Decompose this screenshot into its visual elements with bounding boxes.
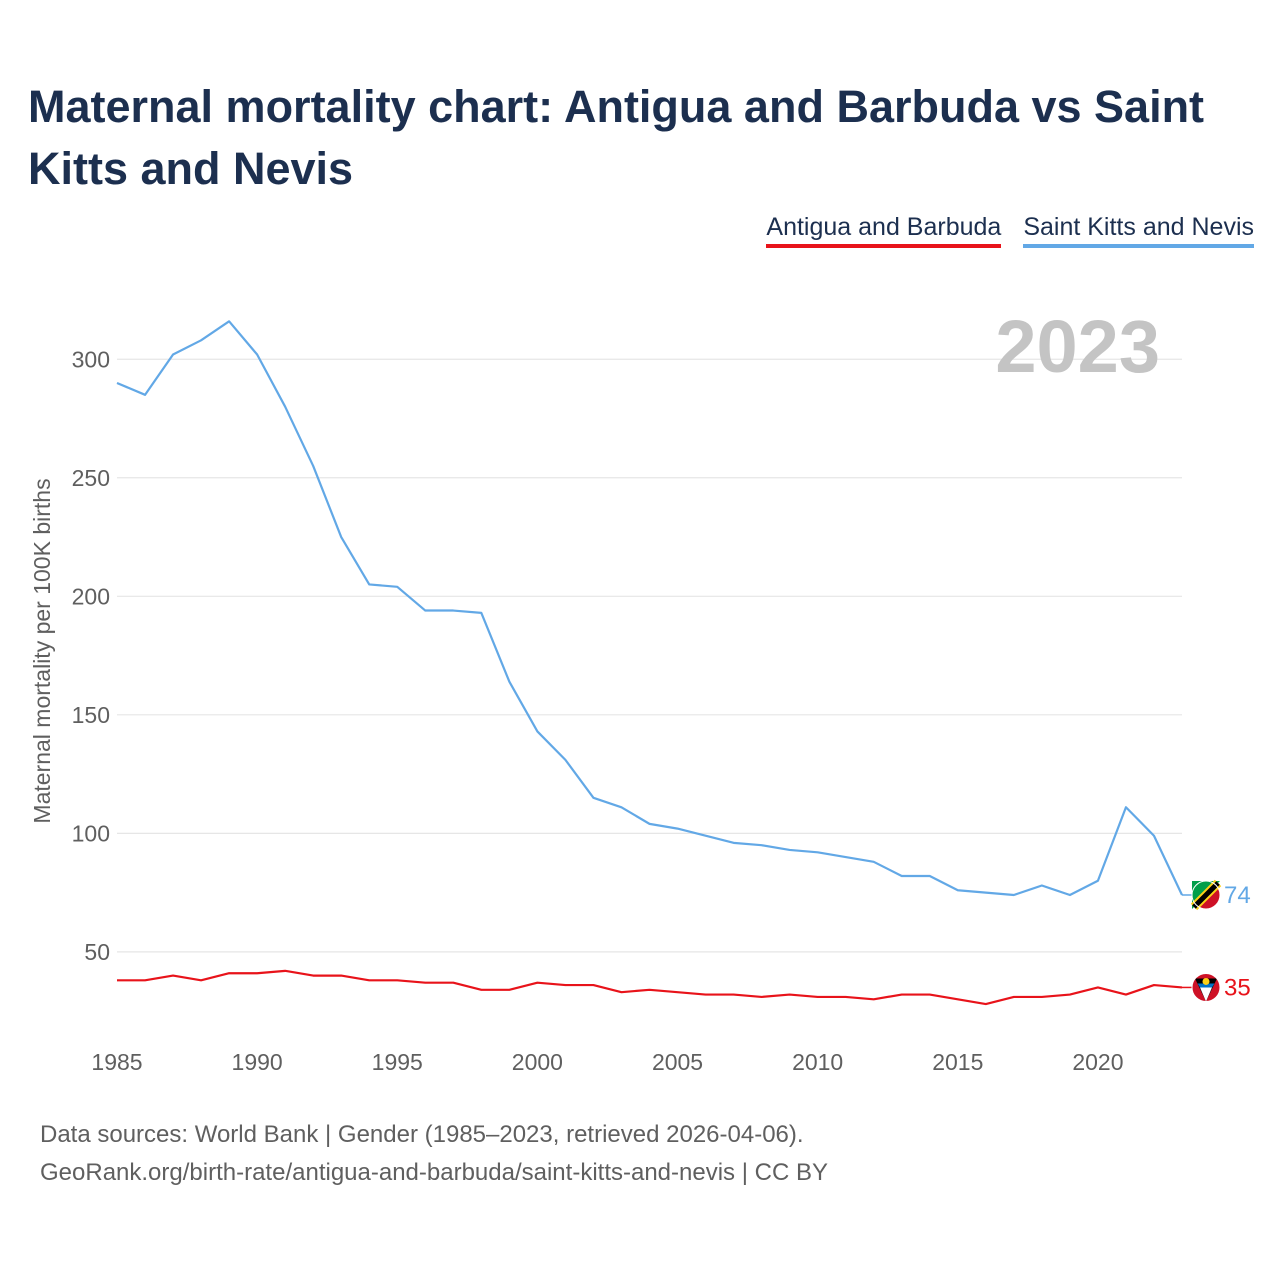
legend-item-saint-kitts-and-nevis[interactable]: Saint Kitts and Nevis xyxy=(1023,213,1254,248)
x-tick-2000: 2000 xyxy=(512,1049,563,1075)
x-tick-2010: 2010 xyxy=(792,1049,843,1075)
end-label-saint-kitts-and-nevis: 74 xyxy=(1224,882,1251,909)
legend-item-antigua-and-barbuda[interactable]: Antigua and Barbuda xyxy=(766,213,1002,248)
y-axis-label: Maternal mortality per 100K births xyxy=(29,478,55,823)
y-tick-200: 200 xyxy=(72,583,110,609)
flag-ring-saint-kitts-and-nevis xyxy=(1191,880,1221,910)
x-tick-1995: 1995 xyxy=(372,1049,423,1075)
series-lines xyxy=(116,320,1183,1006)
y-tick-50: 50 xyxy=(84,939,110,965)
x-tick-2005: 2005 xyxy=(652,1049,703,1075)
x-tick-1985: 1985 xyxy=(91,1049,142,1075)
series-line-antigua-and-barbuda xyxy=(117,969,1183,1006)
flag-icon-saint-kitts-and-nevis xyxy=(1190,879,1222,911)
end-markers: 35 74 xyxy=(1182,879,1251,1002)
x-tick-labels: 1985 1990 1995 2000 2005 2010 2015 2020 xyxy=(91,1049,1123,1075)
source-line-2: GeoRank.org/birth-rate/antigua-and-barbu… xyxy=(40,1159,828,1186)
flag-ring-antigua-and-barbuda xyxy=(1191,972,1221,1002)
flag-icon-antigua-and-barbuda xyxy=(1192,973,1220,1002)
chart-title: Maternal mortality chart: Antigua and Ba… xyxy=(28,81,1205,194)
end-label-antigua-and-barbuda: 35 xyxy=(1224,974,1251,1001)
y-tick-250: 250 xyxy=(72,465,110,491)
legend: Antigua and Barbuda Saint Kitts and Nevi… xyxy=(766,213,1254,248)
line-chart: 50 100 150 200 250 300 1985 1990 1995 2000 2005 20… xyxy=(29,305,1251,1075)
x-tick-2015: 2015 xyxy=(932,1049,983,1075)
series-line-saint-kitts-and-nevis xyxy=(116,320,1183,897)
source-note: Data sources: World Bank | Gender (1985–… xyxy=(40,1116,828,1192)
x-tick-1990: 1990 xyxy=(232,1049,283,1075)
gridlines xyxy=(117,358,1182,953)
y-tick-labels: 50 100 150 200 250 300 xyxy=(72,346,110,965)
y-tick-100: 100 xyxy=(72,820,110,846)
y-tick-300: 300 xyxy=(72,346,110,372)
source-line-1: Data sources: World Bank | Gender (1985–… xyxy=(40,1121,804,1148)
x-tick-2020: 2020 xyxy=(1072,1049,1123,1075)
y-tick-150: 150 xyxy=(72,702,110,728)
year-watermark: 2023 xyxy=(995,305,1160,388)
